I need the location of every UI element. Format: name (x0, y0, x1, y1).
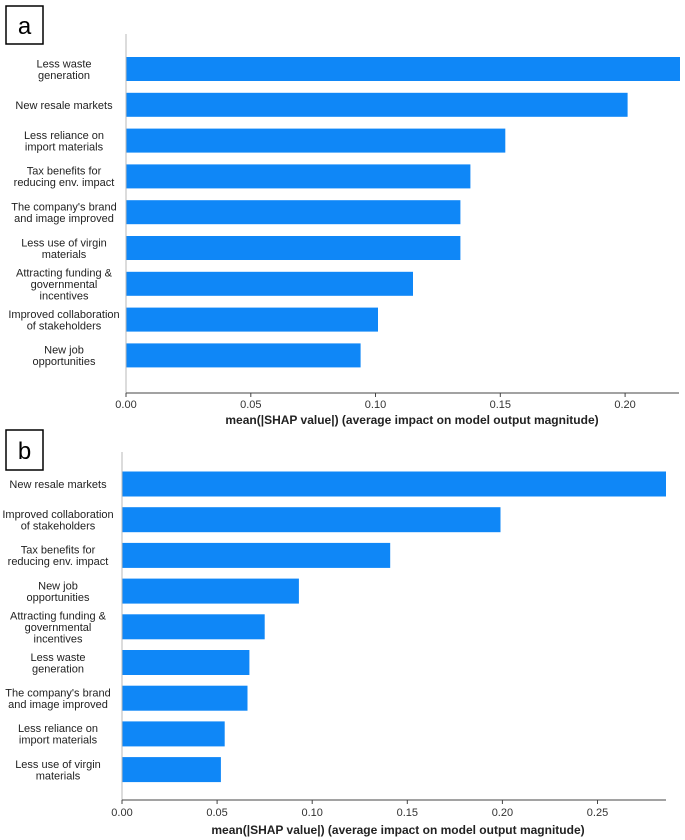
panel-b-category-label: Less reliance on (18, 723, 98, 735)
panel-b-bar (122, 650, 250, 675)
panel-a-bar (126, 271, 413, 296)
panel-b-category-label: Less waste (30, 652, 85, 664)
panel-b-x-tick-label: 0.20 (492, 807, 513, 819)
panel-a-category-label: Tax benefits for (27, 166, 102, 178)
panel-b-category-label: import materials (19, 735, 98, 747)
panel-a-bar (126, 200, 461, 225)
panel-b-category-label: opportunities (27, 592, 90, 604)
panel-a-bar (126, 343, 361, 368)
panel-b-category-label: and image improved (8, 699, 108, 711)
panel-a-category-label: incentives (40, 290, 89, 302)
panel-a-bar (126, 57, 680, 81)
panel-a-bar (126, 92, 628, 117)
panel-b-x-tick-label: 0.00 (111, 807, 132, 819)
panel-b-bar (122, 757, 221, 783)
panel-a-category-label: materials (42, 249, 87, 261)
panel-b-bar (122, 471, 666, 497)
panel-a-x-tick-label: 0.05 (240, 399, 261, 411)
panel-a-x-tick-label: 0.20 (614, 399, 635, 411)
panel-b-bar (122, 614, 265, 640)
panel-a-x-tick-label: 0.00 (115, 399, 136, 411)
panel-b-label: b (18, 438, 31, 465)
panel-a-x-axis-label: mean(|SHAP value|) (average impact on mo… (225, 413, 598, 427)
panel-b-x-tick-label: 0.25 (587, 807, 608, 819)
panel-a-bar (126, 128, 506, 153)
panel-b-bar (122, 578, 299, 604)
panel-a-category-label: The company's brand (11, 201, 116, 213)
panel-a-x-tick-label: 0.10 (365, 399, 386, 411)
panel-a-bar (126, 164, 471, 189)
panel-b-x-tick-label: 0.15 (397, 807, 418, 819)
panel-a-category-label: Attracting funding & (16, 267, 113, 279)
panel-b-x-tick-label: 0.05 (206, 807, 227, 819)
panel-b-bar (122, 685, 248, 711)
panel-b-x-tick-label: 0.10 (301, 807, 322, 819)
panel-a-category-label: Less use of virgin (21, 237, 107, 249)
panel-a-bar (126, 236, 461, 260)
panel-b-bar (122, 721, 225, 747)
panel-a-category-label: generation (38, 70, 90, 82)
panel-b-x-axis-label: mean(|SHAP value|) (average impact on mo… (211, 823, 584, 837)
panel-a-category-label: governmental (31, 279, 98, 291)
panel-b-category-label: Tax benefits for (21, 545, 96, 557)
panel-a-category-label: Less reliance on (24, 130, 104, 142)
panel-a-category-label: New resale markets (15, 100, 113, 112)
panel-b-category-label: governmental (25, 622, 92, 634)
panel-a-bar (126, 307, 378, 332)
panel-b-category-label: Improved collaboration (2, 509, 113, 521)
panel-a-x-tick-label: 0.15 (490, 399, 511, 411)
panel-b-category-label: Attracting funding & (10, 610, 107, 622)
panel-b-category-label: incentives (34, 633, 83, 645)
panel-b-category-label: of stakeholders (21, 521, 96, 533)
panel-a-category-label: import materials (25, 141, 104, 153)
panel-a-category-label: reducing env. impact (14, 177, 115, 189)
panel-a-category-label: Less waste (36, 58, 91, 70)
panel-a-category-label: New job (44, 345, 84, 357)
panel-b-label-box (5, 429, 44, 471)
panel-b-chart: b New resale markets Improved collaborati… (2, 429, 666, 837)
panel-a-category-label: opportunities (33, 356, 96, 368)
panel-a-label-box (5, 5, 44, 45)
panel-b-category-label: generation (32, 663, 84, 675)
panel-b-category-label: The company's brand (5, 688, 110, 700)
panel-b-bar (122, 542, 391, 568)
panel-a-category-label: of stakeholders (27, 320, 102, 332)
panel-a-category-label: Improved collaboration (8, 309, 119, 321)
panel-b-category-label: materials (36, 770, 81, 782)
panel-b-category-label: New resale markets (9, 479, 107, 491)
panel-b-category-label: reducing env. impact (8, 556, 109, 568)
panel-b-bar (122, 507, 501, 533)
panel-a-label: a (18, 13, 32, 40)
panel-b-category-label: New job (38, 580, 78, 592)
panel-b-category-label: Less use of virgin (15, 759, 101, 771)
panel-a-category-label: and image improved (14, 213, 114, 225)
